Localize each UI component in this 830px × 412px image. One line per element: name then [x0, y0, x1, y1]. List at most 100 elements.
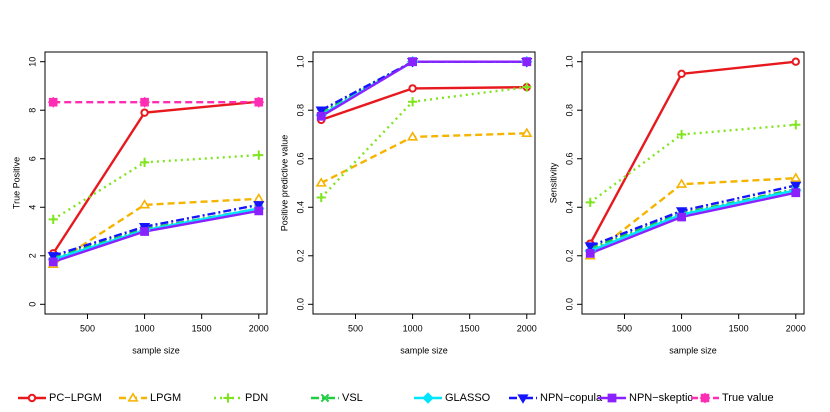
x-tick-label: 500	[348, 323, 363, 333]
marker	[140, 108, 149, 117]
x-tick-label: 1500	[192, 323, 212, 333]
marker	[140, 227, 149, 236]
series-line	[320, 132, 527, 185]
y-tick-label: 0.2	[564, 250, 574, 263]
x-tick-label: 1500	[460, 323, 480, 333]
marker	[406, 131, 419, 141]
marker	[254, 150, 264, 160]
marker	[790, 172, 802, 182]
y-tick-label: 0.4	[564, 201, 574, 214]
marker	[47, 252, 59, 262]
x-axis-title: sample size	[669, 345, 717, 355]
marker	[408, 84, 417, 93]
y-axis-title: Positive predictive value	[279, 135, 289, 232]
y-tick-label: 0.0	[564, 298, 574, 311]
marker	[676, 129, 687, 140]
x-tick-label: 2000	[517, 323, 537, 333]
x-axis-title: sample size	[132, 345, 180, 355]
x-tick-label: 1500	[729, 323, 749, 333]
marker	[27, 393, 37, 403]
marker	[585, 197, 595, 208]
series-line	[589, 60, 796, 245]
y-tick-label: 0.2	[295, 250, 305, 263]
marker	[584, 242, 596, 252]
legend-label: PDN	[245, 392, 268, 404]
y-tick-label: 8	[27, 108, 37, 113]
series-line	[320, 85, 527, 199]
marker	[48, 257, 58, 267]
marker	[253, 97, 264, 108]
marker	[127, 392, 139, 402]
marker	[139, 97, 150, 108]
series-line	[320, 60, 527, 112]
y-tick-label: 0.6	[564, 152, 574, 165]
marker	[699, 392, 711, 404]
marker	[48, 97, 59, 108]
marker	[677, 69, 686, 79]
series-line	[52, 209, 259, 263]
legend-label: PC−LPGM	[49, 392, 102, 404]
plot-frame	[312, 51, 536, 315]
y-tick-label: 1.0	[564, 55, 574, 68]
x-tick-label: 500	[80, 323, 95, 333]
legend-label: NPN−copula	[540, 392, 603, 404]
marker	[408, 57, 417, 67]
marker	[138, 199, 151, 209]
legend-label: LPGM	[150, 392, 181, 404]
marker	[791, 120, 801, 130]
marker	[522, 57, 532, 67]
x-tick-label: 2000	[249, 323, 269, 333]
marker	[677, 212, 686, 222]
marker	[675, 207, 688, 217]
x-tick-label: 1000	[672, 323, 692, 333]
y-axis-title: True Positive	[11, 157, 21, 209]
marker	[253, 201, 265, 211]
marker	[791, 57, 800, 66]
x-tick-label: 500	[617, 323, 632, 333]
marker	[315, 177, 327, 187]
marker	[320, 393, 330, 403]
x-tick-label: 1000	[135, 323, 155, 333]
y-axis-title: Sensitivity	[548, 162, 558, 203]
y-tick-label: 0.8	[564, 104, 574, 117]
series-line	[52, 197, 259, 266]
marker	[422, 392, 434, 404]
plot-frame	[581, 51, 805, 315]
series-line	[589, 176, 796, 257]
marker	[253, 193, 265, 203]
marker	[316, 111, 326, 121]
marker	[521, 127, 533, 137]
y-tick-label: 4	[27, 205, 37, 210]
marker	[675, 178, 688, 188]
y-tick-label: 0.0	[295, 298, 305, 311]
y-tick-label: 10	[27, 57, 37, 67]
legend-label: VSL	[342, 392, 363, 404]
marker	[139, 157, 150, 167]
y-tick-label: 0.6	[295, 152, 305, 165]
y-tick-label: 1.0	[295, 55, 305, 68]
x-axis-title: sample size	[400, 345, 448, 355]
marker	[791, 188, 801, 198]
marker	[407, 97, 418, 107]
marker	[522, 82, 532, 92]
x-tick-label: 1000	[403, 323, 423, 333]
marker	[315, 106, 327, 116]
marker	[790, 181, 802, 192]
legend-label: GLASSO	[445, 392, 491, 404]
y-tick-label: 6	[27, 156, 37, 161]
marker	[316, 192, 326, 203]
legend-label: NPN−skeptic	[629, 392, 693, 404]
x-tick-label: 2000	[786, 323, 806, 333]
marker	[48, 214, 58, 224]
legend-label: True value	[722, 392, 774, 404]
marker	[254, 206, 264, 216]
marker	[607, 393, 617, 403]
plot-frame	[44, 51, 268, 315]
series-line	[589, 191, 797, 255]
y-tick-label: 0.4	[295, 201, 305, 214]
marker	[585, 248, 595, 258]
marker	[517, 394, 529, 404]
y-tick-label: 0	[27, 302, 37, 307]
y-tick-label: 2	[27, 253, 37, 258]
series-line	[589, 123, 796, 204]
